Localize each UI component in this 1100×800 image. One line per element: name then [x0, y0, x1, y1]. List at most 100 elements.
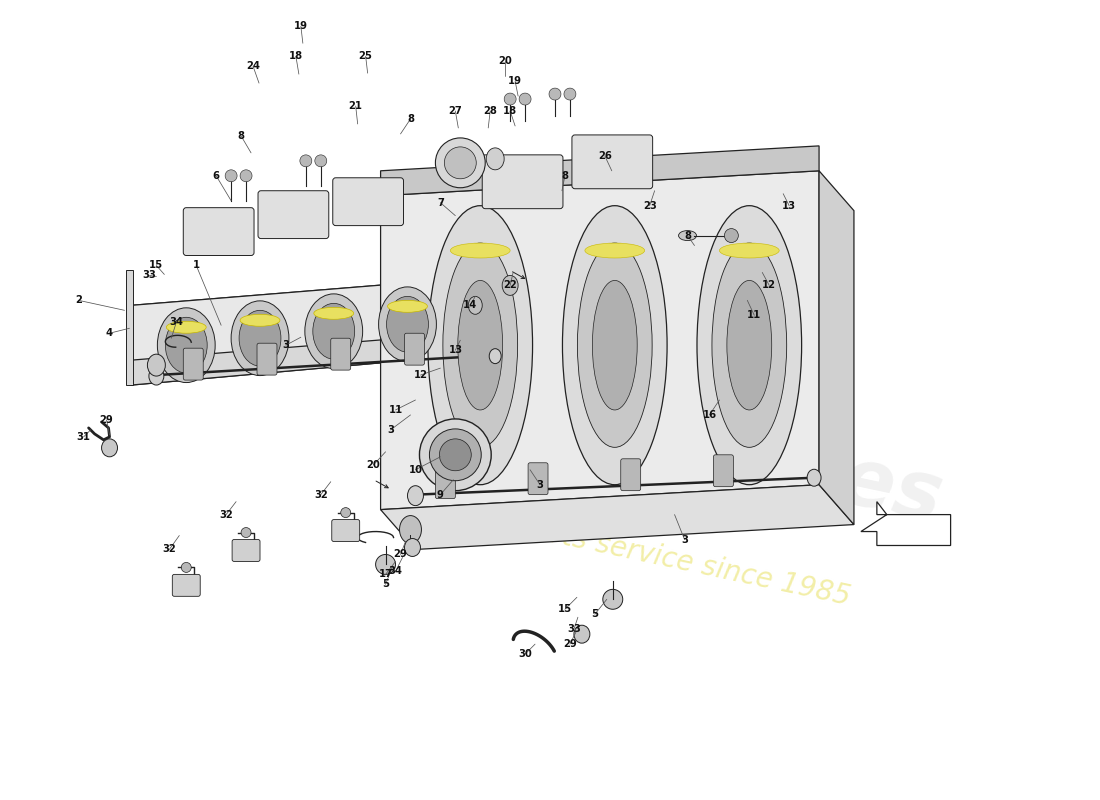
- Ellipse shape: [147, 354, 165, 376]
- Ellipse shape: [341, 508, 351, 518]
- Circle shape: [504, 93, 516, 105]
- FancyBboxPatch shape: [482, 155, 563, 209]
- Text: 12: 12: [414, 370, 428, 380]
- Text: 4: 4: [106, 328, 113, 338]
- Text: 27: 27: [449, 106, 462, 116]
- Ellipse shape: [712, 243, 786, 447]
- Circle shape: [375, 554, 396, 574]
- Ellipse shape: [314, 307, 354, 319]
- Circle shape: [226, 170, 238, 182]
- Text: 21: 21: [349, 101, 363, 111]
- Ellipse shape: [574, 626, 590, 643]
- Ellipse shape: [443, 243, 518, 447]
- Ellipse shape: [241, 527, 251, 538]
- Ellipse shape: [399, 515, 421, 543]
- FancyBboxPatch shape: [184, 348, 204, 380]
- Ellipse shape: [593, 281, 637, 410]
- Text: 8: 8: [561, 170, 569, 181]
- FancyBboxPatch shape: [232, 539, 260, 562]
- Ellipse shape: [585, 243, 645, 258]
- Ellipse shape: [458, 281, 503, 410]
- Text: 25: 25: [359, 51, 373, 61]
- Circle shape: [564, 88, 576, 100]
- Text: 33: 33: [143, 270, 156, 281]
- Ellipse shape: [387, 300, 428, 312]
- Ellipse shape: [407, 486, 424, 506]
- Ellipse shape: [469, 296, 482, 314]
- Ellipse shape: [450, 243, 510, 258]
- Polygon shape: [126, 270, 133, 385]
- Text: 8: 8: [684, 230, 691, 241]
- Text: 23: 23: [642, 201, 657, 210]
- Text: eurospares: eurospares: [436, 357, 949, 539]
- FancyBboxPatch shape: [714, 455, 734, 486]
- Text: 10: 10: [408, 465, 422, 474]
- Text: 13: 13: [782, 201, 796, 210]
- Text: 14: 14: [463, 300, 477, 310]
- FancyBboxPatch shape: [333, 178, 404, 226]
- Text: 31: 31: [77, 432, 90, 442]
- FancyBboxPatch shape: [258, 190, 329, 238]
- Text: 32: 32: [219, 510, 233, 520]
- Circle shape: [315, 155, 327, 167]
- Text: 9: 9: [437, 490, 443, 500]
- FancyBboxPatch shape: [173, 574, 200, 596]
- Text: 3: 3: [387, 425, 394, 435]
- Polygon shape: [381, 146, 820, 196]
- Text: 34: 34: [169, 318, 184, 327]
- Ellipse shape: [182, 562, 191, 572]
- Text: 18: 18: [289, 51, 302, 61]
- Text: 33: 33: [566, 624, 581, 634]
- Text: 19: 19: [294, 22, 308, 31]
- Ellipse shape: [503, 275, 518, 295]
- Polygon shape: [132, 275, 500, 385]
- Circle shape: [549, 88, 561, 100]
- Ellipse shape: [378, 287, 437, 362]
- Text: 17: 17: [378, 570, 393, 579]
- Ellipse shape: [305, 294, 363, 369]
- FancyArrowPatch shape: [513, 272, 525, 278]
- Text: 12: 12: [762, 280, 777, 290]
- Text: 18: 18: [503, 106, 517, 116]
- Text: 8: 8: [238, 131, 244, 141]
- Ellipse shape: [807, 470, 821, 486]
- Polygon shape: [132, 275, 500, 335]
- Ellipse shape: [490, 349, 502, 364]
- Text: 5: 5: [382, 579, 389, 590]
- Circle shape: [436, 138, 485, 188]
- Text: 3: 3: [537, 480, 543, 490]
- Ellipse shape: [486, 148, 504, 170]
- Polygon shape: [861, 502, 950, 546]
- Circle shape: [240, 170, 252, 182]
- Text: 32: 32: [163, 545, 176, 554]
- Ellipse shape: [697, 206, 802, 485]
- Ellipse shape: [727, 281, 772, 410]
- Text: 6: 6: [212, 170, 220, 181]
- Ellipse shape: [101, 439, 118, 457]
- Text: 8: 8: [407, 114, 414, 124]
- Circle shape: [603, 590, 623, 610]
- Text: 13: 13: [449, 345, 462, 355]
- Text: 22: 22: [504, 280, 517, 290]
- FancyBboxPatch shape: [620, 458, 640, 490]
- Text: 29: 29: [394, 550, 407, 559]
- Text: 32: 32: [314, 490, 328, 500]
- Text: 34: 34: [388, 566, 403, 577]
- Polygon shape: [820, 170, 854, 525]
- Text: 20: 20: [366, 460, 381, 470]
- Text: 5: 5: [592, 610, 598, 619]
- Text: 11: 11: [747, 310, 761, 320]
- Ellipse shape: [439, 439, 471, 470]
- Ellipse shape: [419, 419, 492, 490]
- Ellipse shape: [157, 308, 216, 382]
- Ellipse shape: [166, 322, 206, 334]
- FancyBboxPatch shape: [405, 334, 425, 365]
- FancyArrowPatch shape: [376, 481, 388, 488]
- FancyBboxPatch shape: [331, 338, 351, 370]
- Ellipse shape: [240, 314, 279, 326]
- Polygon shape: [381, 170, 820, 510]
- Text: 15: 15: [558, 604, 572, 614]
- Ellipse shape: [578, 243, 652, 447]
- Ellipse shape: [165, 318, 207, 373]
- Text: 3: 3: [681, 534, 688, 545]
